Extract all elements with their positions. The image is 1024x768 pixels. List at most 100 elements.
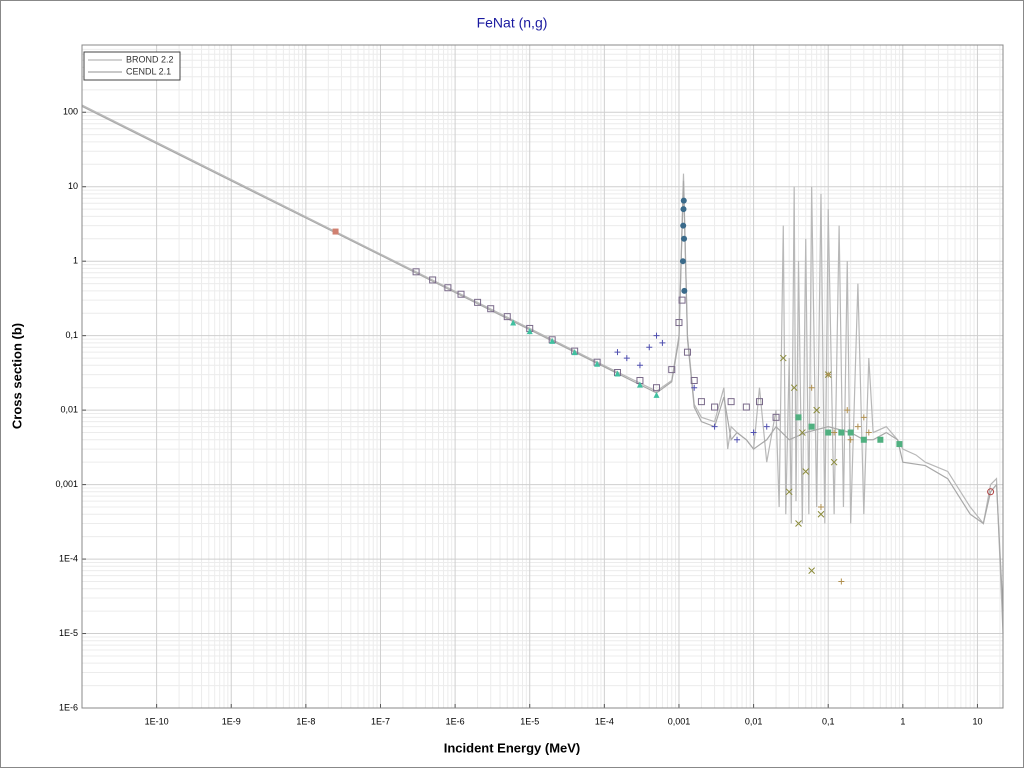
marker (691, 384, 698, 391)
x-tick-label: 1E-5 (520, 716, 539, 726)
marker (987, 488, 995, 496)
legend-box (83, 51, 181, 81)
x-tick-label: 0,1 (822, 716, 835, 726)
marker (860, 414, 867, 421)
marker (680, 206, 687, 213)
marker (860, 436, 867, 443)
marker (802, 468, 810, 475)
legend-text: BROND 2.2 (126, 54, 174, 64)
plot (81, 104, 1004, 634)
marker (795, 414, 802, 421)
marker (825, 429, 832, 436)
marker (549, 337, 556, 344)
marker (847, 429, 854, 436)
marker (668, 366, 676, 374)
marker (683, 348, 691, 356)
marker (697, 398, 705, 406)
x-tick-label: 1E-4 (595, 716, 614, 726)
marker (429, 276, 437, 284)
marker (830, 458, 838, 466)
x-tick-label: 1E-8 (296, 716, 315, 726)
marker (636, 362, 643, 369)
y-axis-title: Cross section (b) (9, 323, 24, 429)
marker (877, 436, 884, 443)
marker (825, 371, 832, 378)
marker (474, 298, 482, 306)
plot-border (81, 44, 1004, 709)
y-tick-label: 0,01 (60, 405, 78, 415)
marker (680, 197, 687, 204)
marker (750, 429, 757, 436)
marker (444, 284, 452, 292)
marker (831, 429, 838, 436)
marker (896, 441, 903, 448)
marker (813, 406, 821, 414)
marker (755, 398, 763, 406)
marker (646, 344, 653, 351)
marker (412, 268, 420, 276)
marker (711, 403, 719, 411)
marker (571, 349, 578, 356)
marker (653, 332, 660, 339)
x-tick-label: 1E-10 (145, 716, 169, 726)
marker (742, 403, 750, 411)
marker (838, 429, 845, 436)
marker (808, 567, 816, 574)
y-tick-label: 0,1 (65, 330, 78, 340)
marker (817, 504, 824, 511)
marker (847, 436, 854, 443)
marker (332, 228, 339, 235)
chart-title: FeNat (n,g) (477, 15, 548, 31)
marker (795, 520, 802, 527)
marker (690, 376, 698, 384)
marker (614, 349, 621, 356)
y-tick-label: 1 (73, 256, 78, 266)
marker (734, 436, 741, 443)
x-tick-label: 1E-9 (222, 716, 241, 726)
marker (844, 407, 851, 414)
x-tick-label: 10 (972, 716, 982, 726)
marker (711, 423, 718, 430)
marker (854, 423, 861, 430)
x-tick-label: 0,001 (668, 716, 691, 726)
marker (763, 423, 770, 430)
y-tick-label: 10 (68, 181, 78, 191)
marker (790, 384, 798, 392)
series-line (81, 105, 1004, 612)
marker (785, 488, 793, 496)
x-tick-label: 0,01 (745, 716, 763, 726)
marker (675, 319, 683, 327)
marker (614, 370, 621, 377)
marker (636, 381, 643, 388)
marker (679, 258, 686, 265)
marker (681, 235, 688, 242)
x-tick-label: 1 (900, 716, 905, 726)
legend: BROND 2.2 CENDL 2.1 (83, 51, 181, 81)
marker (457, 290, 465, 298)
y-tick-label: 1E-6 (59, 702, 78, 712)
marker (510, 319, 517, 326)
marker (680, 222, 687, 229)
marker (503, 313, 511, 321)
marker (798, 429, 806, 436)
marker (653, 384, 661, 392)
x-tick-label: 1E-7 (371, 716, 390, 726)
y-tick-label: 1E-4 (59, 553, 78, 563)
y-tick-label: 0,001 (55, 479, 78, 489)
marker (681, 287, 688, 294)
x-axis-title: Incident Energy (MeV) (444, 740, 581, 755)
marker (779, 354, 787, 362)
marker (594, 360, 601, 367)
marker (653, 391, 660, 398)
marker (727, 398, 735, 406)
marker (838, 578, 845, 585)
marker (865, 429, 872, 436)
marker (659, 339, 666, 346)
y-tick-label: 100 (63, 107, 78, 117)
y-tick-label: 1E-5 (59, 628, 78, 638)
x-tick-label: 1E-6 (446, 716, 465, 726)
marker (808, 384, 815, 391)
marker (772, 413, 780, 421)
legend-text: CENDL 2.1 (126, 66, 171, 76)
